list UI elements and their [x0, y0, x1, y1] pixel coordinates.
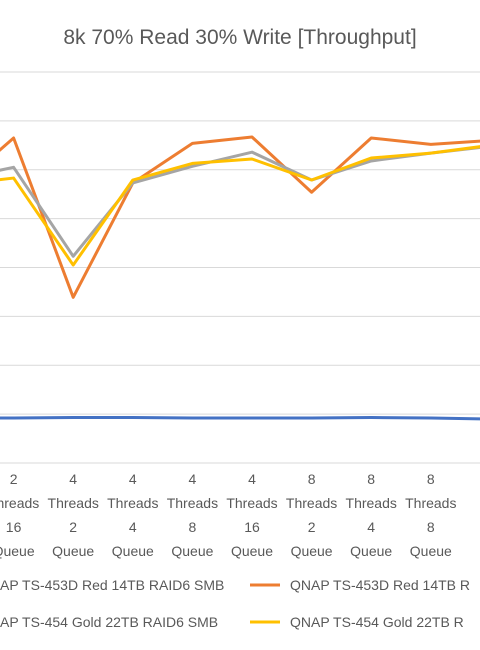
x-tick-label-line: 8: [427, 519, 435, 535]
x-tick-label-line: 2: [69, 519, 77, 535]
x-tick-label-line: Queue: [52, 543, 94, 559]
x-tick-label-line: 4: [129, 519, 137, 535]
x-tick-label-line: Queue: [0, 543, 35, 559]
x-tick-label-line: Threads: [226, 495, 277, 511]
x-tick-label: 8 Threads 2 Queue: [286, 471, 337, 559]
x-tick-label-line: Threads: [167, 495, 218, 511]
series-line: [0, 416, 480, 421]
x-tick-label-line: Threads: [405, 495, 456, 511]
x-tick-label-line: 2: [308, 519, 316, 535]
x-tick-label-line: Threads: [107, 495, 158, 511]
x-tick-label: 4 Threads 2 Queue: [48, 471, 99, 559]
x-tick-label-line: 8: [308, 471, 316, 487]
x-tick-label-line: 4: [69, 471, 77, 487]
x-tick-label-line: Queue: [410, 543, 452, 559]
x-tick-label-line: Threads: [48, 495, 99, 511]
legend-label: QNAP TS-453D Red 14TB R: [290, 577, 470, 593]
x-tick-label-line: Queue: [291, 543, 333, 559]
x-tick-label: 4 Threads 4 Queue: [107, 471, 158, 559]
series-line: [0, 145, 480, 267]
series-line: [0, 145, 480, 258]
x-tick-label-line: 4: [248, 471, 256, 487]
x-tick-label-line: 8: [427, 471, 435, 487]
x-tick-label-line: 4: [367, 519, 375, 535]
series-line: [0, 135, 480, 299]
legend-label: QNAP TS-454 Gold 22TB R: [290, 614, 464, 630]
x-tick-label-line: 16: [6, 519, 22, 535]
x-tick-label-line: Queue: [171, 543, 213, 559]
x-tick-label-line: 8: [367, 471, 375, 487]
x-tick-label-line: 4: [129, 471, 137, 487]
x-tick-label-line: Queue: [350, 543, 392, 559]
x-tick-label-line: 2: [10, 471, 18, 487]
x-tick-label-line: Queue: [231, 543, 273, 559]
x-tick-label: 4 Threads 16 Queue: [226, 471, 277, 559]
legend-label: AP TS-454 Gold 22TB RAID6 SMB: [0, 614, 218, 630]
x-tick-label-line: Threads: [286, 495, 337, 511]
x-tick-label-line: 16: [244, 519, 260, 535]
x-tick-label: 2 Threads 16 Queue: [0, 471, 39, 559]
chart-title: 8k 70% Read 30% Write [Throughput]: [63, 26, 416, 49]
x-tick-label-line: 4: [189, 471, 197, 487]
x-tick-label: 8 Threads 4 Queue: [346, 471, 397, 559]
x-tick-label-line: 8: [189, 519, 197, 535]
x-tick-label-line: Queue: [112, 543, 154, 559]
x-tick-label-line: Threads: [0, 495, 39, 511]
legend-label: AP TS-453D Red 14TB RAID6 SMB: [0, 577, 224, 593]
x-tick-label: 8 Threads 8 Queue: [405, 471, 456, 559]
x-tick-label-line: Threads: [346, 495, 397, 511]
x-tick-label: 4 Threads 8 Queue: [167, 471, 218, 559]
